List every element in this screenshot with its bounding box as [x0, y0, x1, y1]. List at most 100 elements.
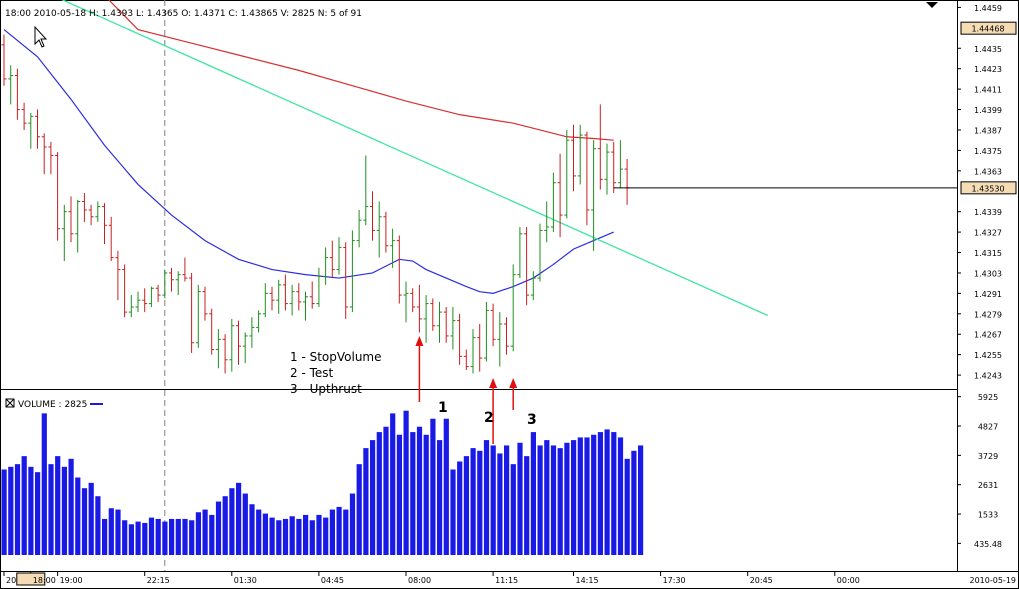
ohlc-bar	[564, 129, 570, 219]
annotations: 1 2 3	[415, 336, 537, 444]
volume-bar	[376, 432, 382, 555]
current-price-box	[960, 181, 1017, 195]
ohlc-bar	[88, 204, 94, 226]
volume-bar	[550, 445, 557, 555]
ohlc-bar	[450, 306, 456, 350]
ohlc-bar	[189, 272, 195, 353]
price-tick-label: 1.4255	[974, 351, 1002, 360]
ohlc-bar	[209, 308, 215, 355]
volume-bar	[14, 464, 21, 555]
ohlc-bar	[584, 131, 590, 226]
time-tick-label: 20:45	[750, 576, 773, 585]
time-tick-label: 00:00	[837, 576, 860, 585]
legend-upthrust: 3 - Upthrust	[290, 382, 362, 396]
ohlc-bar	[336, 237, 342, 275]
time-tick-label: 01:30	[234, 576, 257, 585]
volume-bar	[115, 509, 121, 555]
volume-bar	[370, 440, 376, 555]
volume-bar	[21, 456, 27, 555]
volume-tick-label: 435.48	[974, 540, 1002, 549]
volume-bar	[577, 437, 583, 555]
ohlc-bar	[155, 284, 161, 302]
ohlc-bar	[289, 284, 295, 316]
ohlc-bar	[376, 201, 382, 258]
ohlc-bar	[202, 286, 208, 321]
volume-bar	[517, 442, 523, 555]
volume-bar	[323, 517, 329, 555]
checkbox-cross-icon	[5, 398, 15, 408]
volume-bar	[356, 464, 362, 555]
time-highlight-box	[16, 572, 46, 586]
ohlc-bar	[497, 312, 503, 367]
ohlc-bar	[349, 230, 355, 313]
volume-bar	[490, 445, 496, 555]
volume-bar	[242, 493, 248, 555]
ohlc-bar	[604, 143, 610, 195]
ohlc-bar	[383, 211, 389, 253]
volume-bar	[631, 450, 637, 555]
ohlc-bar	[537, 223, 543, 282]
volume-bar	[463, 456, 469, 555]
annotation-label: 2	[484, 410, 494, 426]
volume-pane[interactable]	[1, 410, 644, 555]
ohlc-bar	[162, 269, 168, 299]
ohlc-bar	[175, 271, 181, 296]
volume-bar	[148, 517, 155, 555]
ohlc-bar	[410, 288, 416, 313]
volume-tick-label: 2631	[978, 481, 998, 490]
time-tick-label: 201	[6, 576, 21, 585]
ohlc-bar	[483, 301, 489, 362]
volume-bar	[175, 518, 181, 555]
ohlc-bar	[128, 295, 134, 318]
volume-bar	[537, 445, 543, 555]
volume-bar	[524, 456, 530, 555]
volume-bar	[41, 413, 47, 555]
ohlc-bar	[115, 250, 121, 301]
ohlc-bar	[249, 317, 255, 348]
volume-bar	[477, 450, 483, 555]
volume-bar	[336, 506, 342, 555]
ohlc-bar	[617, 140, 623, 188]
price-highlight-top-box	[960, 21, 1017, 35]
ohlc-bar	[28, 112, 34, 149]
volume-bar	[95, 496, 101, 555]
ohlc-bar	[423, 295, 429, 343]
annotation-arrow-head	[415, 336, 424, 346]
ohlc-bar	[329, 240, 335, 279]
ohlc-bar	[95, 201, 101, 222]
ohlc-bar	[577, 124, 583, 185]
volume-bar	[571, 440, 577, 555]
volume-bar	[249, 504, 255, 555]
volume-bar	[611, 432, 617, 555]
ohlc-bar	[396, 235, 402, 304]
volume-bar	[296, 518, 302, 555]
time-tick-label: 11:15	[495, 576, 518, 585]
ohlc-bar	[102, 203, 107, 245]
ohlc-bar	[530, 271, 536, 301]
ohlc-bar	[8, 65, 14, 105]
ohlc-bar	[416, 284, 422, 333]
ohlc-bar	[236, 320, 241, 365]
time-tick-label: 04:45	[321, 576, 344, 585]
ohlc-bar	[14, 68, 20, 120]
volume-bar	[169, 518, 175, 555]
volume-bar	[349, 493, 356, 555]
ohlc-bar	[35, 109, 40, 149]
ohlc-bar	[81, 192, 87, 222]
ohlc-bar	[611, 141, 617, 193]
volume-bar	[229, 488, 235, 555]
chevron-down-icon[interactable]	[926, 2, 938, 8]
volume-bar	[215, 501, 222, 555]
ohlc-bar	[242, 332, 248, 364]
trend-line	[61, 0, 769, 317]
volume-bar	[155, 518, 161, 555]
ohlc-bar	[390, 228, 396, 268]
volume-bar	[437, 440, 443, 555]
time-tick-label: 22:15	[147, 576, 170, 585]
volume-bar	[530, 432, 536, 555]
volume-bar	[182, 518, 188, 555]
price-pane[interactable]	[1, 0, 958, 571]
volume-bar	[383, 426, 389, 555]
price-tick-label: 1.4411	[974, 86, 1002, 95]
